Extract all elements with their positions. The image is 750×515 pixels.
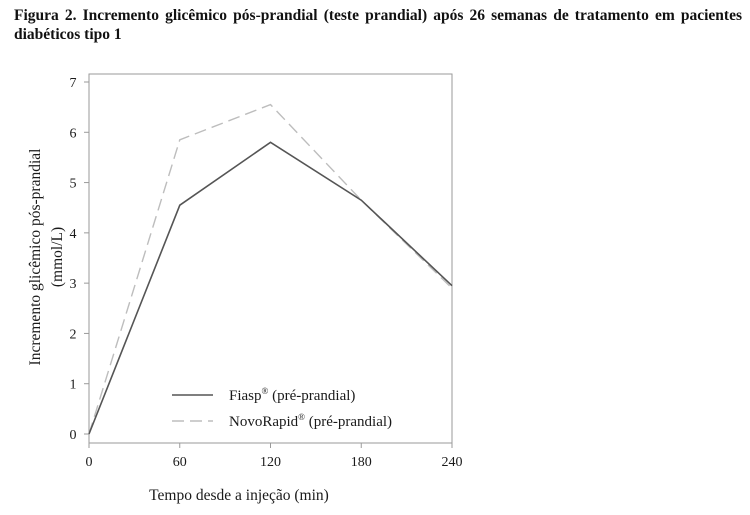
y-axis-ticks: 0 1 2 3 4 5 6 7 — [70, 76, 89, 443]
x-axis-label: Tempo desde a injeção (min) — [149, 487, 329, 504]
figure-caption: Figura 2. Incremento glicêmico pós-prand… — [14, 7, 742, 43]
legend-label-fiasp: Fiasp® (pré-prandial) — [229, 386, 355, 404]
series-line-novorapid — [88, 103, 453, 435]
x-tick-label: 180 — [351, 455, 372, 470]
x-tick-label: 120 — [260, 455, 281, 470]
legend-label-novorapid: NovoRapid® (pré-prandial) — [229, 412, 392, 430]
y-tick-label: 0 — [70, 428, 77, 443]
y-axis-unit-label: (mmol/L) — [49, 227, 66, 287]
y-tick-label: 4 — [70, 227, 77, 242]
y-tick-label: 6 — [70, 126, 77, 141]
y-tick-label: 7 — [70, 76, 77, 91]
y-tick-label: 5 — [70, 177, 77, 192]
series-line-fiasp — [88, 141, 453, 435]
y-tick-label: 3 — [70, 277, 77, 292]
y-axis-label: Incremento glicêmico pós-prandial — [27, 149, 44, 366]
x-axis-ticks: 0 60 120 180 240 — [86, 443, 463, 470]
chart-legend: Fiasp® (pré-prandial) NovoRapid® (pré-pra… — [172, 386, 392, 430]
y-tick-label: 2 — [70, 327, 77, 342]
x-tick-label: 0 — [86, 455, 93, 470]
x-tick-label: 240 — [442, 455, 463, 470]
chart-series — [88, 103, 453, 435]
y-tick-label: 1 — [70, 378, 77, 393]
x-tick-label: 60 — [173, 455, 187, 470]
